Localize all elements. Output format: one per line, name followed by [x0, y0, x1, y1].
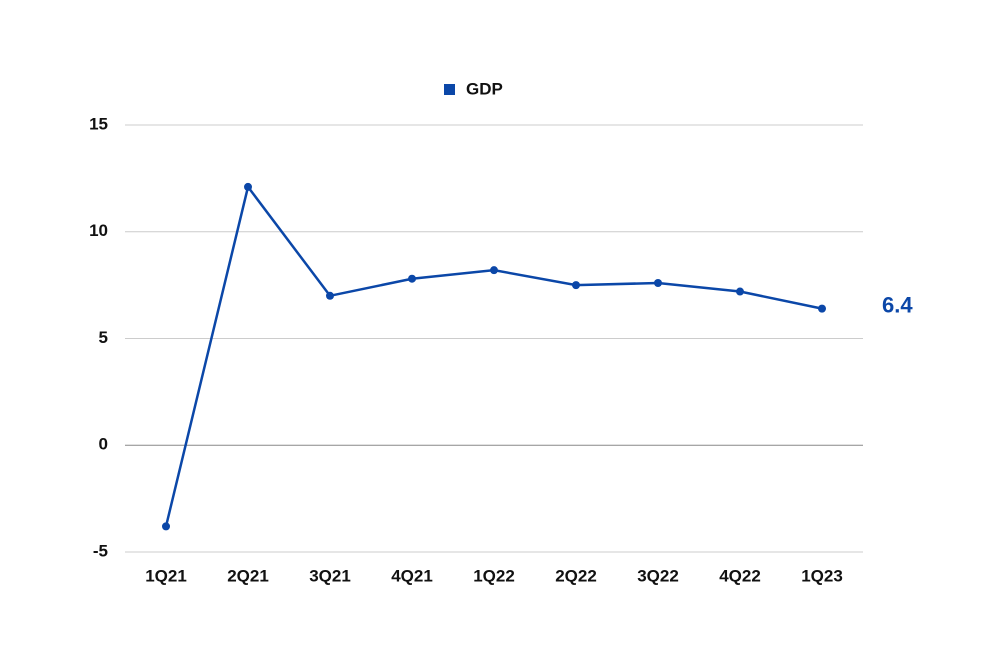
x-tick-label: 3Q22 — [637, 566, 679, 585]
y-tick-label: -5 — [93, 541, 108, 560]
x-tick-label: 2Q22 — [555, 566, 597, 585]
data-point — [408, 274, 416, 283]
y-tick-label: 0 — [99, 435, 108, 454]
x-tick-label: 1Q22 — [473, 566, 515, 585]
series-line — [164, 184, 823, 527]
y-tick-label: 10 — [89, 221, 108, 240]
x-tick-label: 1Q23 — [801, 566, 843, 585]
data-point — [572, 281, 580, 290]
data-point — [162, 522, 170, 531]
y-tick-label: 5 — [99, 328, 108, 347]
data-point — [326, 291, 334, 300]
legend-swatch — [444, 84, 455, 95]
value-label: 6.4 — [882, 292, 913, 317]
data-point — [818, 304, 826, 313]
data-point — [654, 278, 662, 287]
x-tick-label: 4Q21 — [391, 566, 433, 585]
x-tick-label: 1Q21 — [145, 566, 187, 585]
y-tick-label: 15 — [89, 114, 108, 133]
data-point — [244, 182, 252, 191]
data-point — [736, 287, 744, 296]
data-point — [490, 266, 498, 275]
x-tick-label: 4Q22 — [719, 566, 761, 585]
x-tick-label: 3Q21 — [309, 566, 351, 585]
legend-label: GDP — [466, 79, 503, 98]
x-tick-label: 2Q21 — [227, 566, 269, 585]
